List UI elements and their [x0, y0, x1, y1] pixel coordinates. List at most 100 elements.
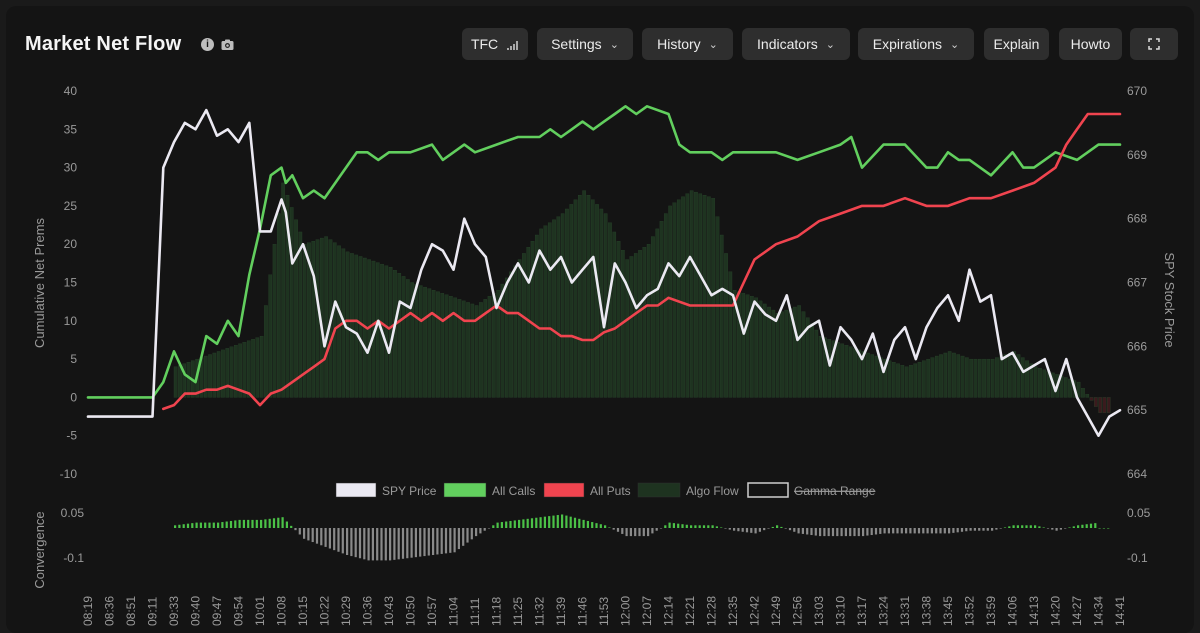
algo-flow-bar: [479, 302, 483, 398]
convergence-bar: [844, 528, 847, 537]
settings-button[interactable]: Settings ⌄: [537, 28, 633, 60]
algo-flow-bar: [926, 358, 930, 398]
chevron-down-icon: ⌄: [708, 39, 718, 51]
indicators-button[interactable]: Indicators ⌄: [742, 28, 850, 60]
convergence-bar: [1012, 525, 1015, 528]
convergence-bar: [973, 528, 976, 531]
info-icon[interactable]: i: [201, 38, 214, 51]
algo-flow-bar: [401, 276, 406, 398]
algo-flow-bar: [831, 340, 836, 398]
algo-flow-bar: [466, 302, 470, 398]
algo-flow-bar: [410, 282, 414, 398]
convergence-bar: [978, 528, 981, 531]
algo-flow-bar: [504, 277, 509, 398]
algo-flow-bar: [719, 234, 724, 398]
algo-flow-bar: [470, 303, 475, 398]
algo-flow-bar: [375, 262, 380, 398]
convergence-bar: [285, 521, 288, 528]
algo-flow-bar: [590, 199, 595, 398]
algo-flow-bar: [578, 195, 582, 398]
algo-flow-bar: [900, 365, 905, 398]
convergence-bar: [543, 516, 546, 528]
algo-flow-bar: [517, 259, 522, 398]
algo-flow-bar: [659, 221, 664, 398]
convergence-bar: [324, 528, 327, 547]
convergence-bar: [905, 528, 908, 534]
convergence-bar: [758, 528, 761, 532]
y2-tick-label: 666: [1127, 339, 1147, 353]
y2-tick-label: 664: [1127, 467, 1147, 481]
spy-price-line: [86, 108, 1122, 437]
x-tick-label: 09:47: [210, 596, 224, 626]
x-tick-label: 10:22: [318, 596, 332, 626]
convergence-bar: [315, 528, 319, 544]
convergence-bar: [887, 528, 890, 534]
expand-icon: [1148, 38, 1160, 50]
convergence-bar: [195, 522, 198, 528]
convergence-bar: [685, 524, 688, 528]
convergence-bar: [466, 528, 469, 543]
convergence-bar: [1081, 524, 1084, 528]
y-tick-label: 0: [70, 390, 77, 404]
convergence-bar: [242, 519, 245, 528]
algo-flow-bar: [1016, 354, 1021, 398]
x-tick-label: 09:33: [167, 596, 181, 626]
convergence-bar: [655, 528, 658, 531]
convergence-bar: [548, 516, 551, 528]
camera-icon[interactable]: [221, 38, 234, 51]
algo-flow-bar: [1042, 369, 1047, 398]
algo-flow-bar: [414, 283, 419, 398]
convergence-bar: [702, 525, 706, 528]
convergence-bar: [956, 528, 959, 533]
convergence-bar: [612, 528, 615, 530]
x-tick-label: 13:24: [877, 596, 891, 626]
y2-tick-label: 665: [1127, 403, 1147, 417]
x-tick-label: 09:40: [189, 596, 203, 626]
convergence-bar: [427, 528, 430, 556]
algo-flow-bar: [642, 247, 647, 398]
explain-button[interactable]: Explain: [984, 28, 1049, 60]
algo-flow-bar: [552, 219, 556, 398]
convergence-bar: [535, 517, 538, 528]
x-tick-label: 13:38: [920, 596, 934, 626]
convergence-bar: [741, 528, 744, 532]
convergence-bar: [204, 522, 207, 528]
convergence-bar: [896, 528, 899, 534]
algo-flow-bar: [823, 337, 827, 398]
algo-flow-bar: [556, 216, 561, 398]
history-button[interactable]: History ⌄: [642, 28, 733, 60]
howto-button[interactable]: Howto: [1059, 28, 1122, 60]
tfc-button[interactable]: TFC: [462, 28, 528, 60]
convergence-bar: [823, 528, 826, 537]
legend-spy-price-swatch: [335, 482, 377, 498]
convergence-bar: [634, 528, 637, 537]
convergence-bar: [604, 525, 607, 528]
convergence-bar: [831, 528, 835, 537]
history-label: History: [657, 36, 701, 52]
convergence-bar: [1003, 527, 1007, 528]
expirations-button[interactable]: Expirations ⌄: [858, 28, 974, 60]
algo-flow-bar: [977, 358, 982, 398]
algo-flow-bar: [904, 366, 909, 398]
y2-tick-label: 667: [1127, 276, 1147, 290]
algo-flow-bar: [853, 348, 857, 398]
howto-label: Howto: [1070, 36, 1111, 52]
algo-flow-bar: [302, 244, 307, 398]
convergence-bar: [487, 528, 491, 529]
convergence-bar: [1038, 526, 1041, 528]
algo-flow-bar: [952, 352, 956, 398]
convergence-bar: [414, 528, 417, 558]
x-tick-label: 12:21: [683, 596, 697, 626]
x-tick-label: 12:28: [705, 596, 719, 626]
y-tick-label: -5: [66, 429, 77, 443]
convergence-bar: [1046, 528, 1050, 529]
x-tick-label: 12:14: [662, 596, 676, 626]
convergence-bar: [1055, 528, 1058, 531]
fullscreen-button[interactable]: [1130, 28, 1178, 60]
algo-flow-bar: [1106, 397, 1111, 413]
convergence-bar: [943, 528, 946, 534]
algo-flow-bar: [431, 290, 436, 398]
convergence-bar: [960, 528, 964, 532]
algo-flow-bar: [612, 231, 617, 398]
convergence-bar: [1029, 525, 1032, 528]
